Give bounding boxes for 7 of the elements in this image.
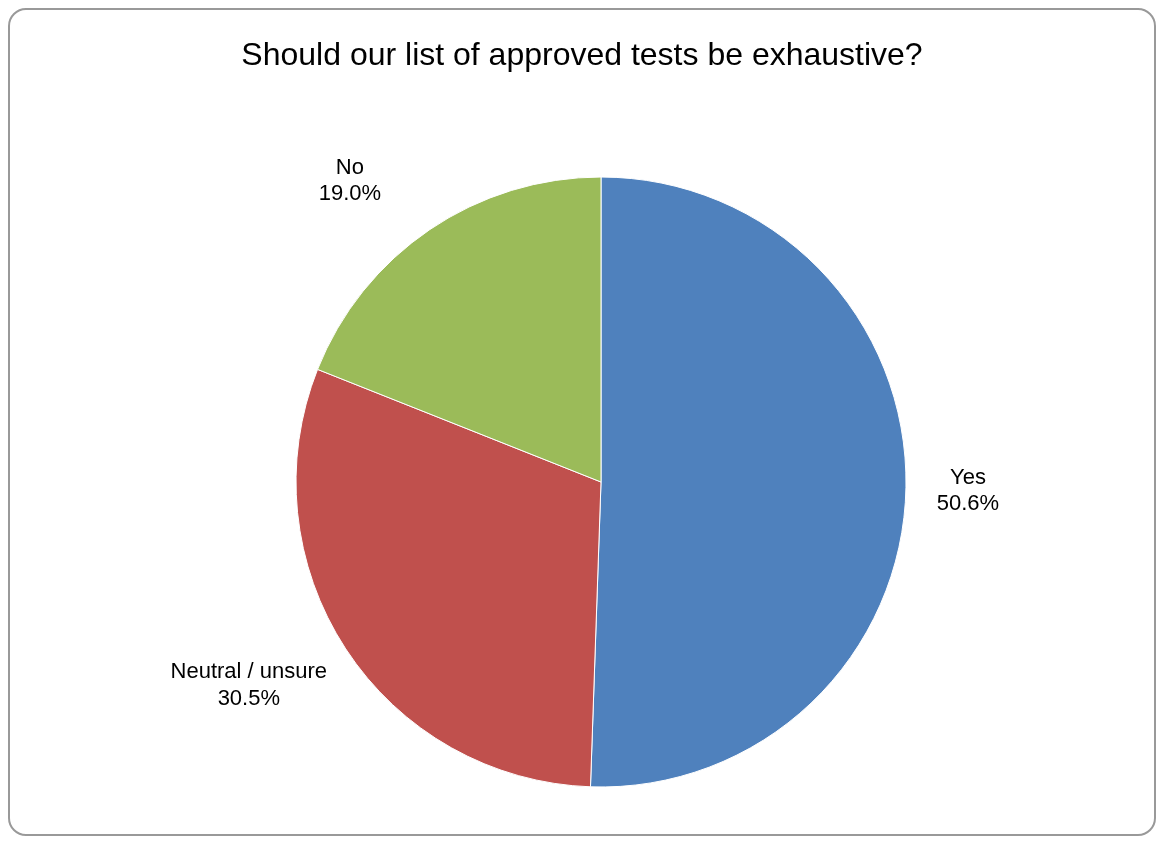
- data-label: 30.5%: [217, 684, 281, 710]
- slice-label: Yes: [950, 463, 986, 489]
- data-label: 50.6%: [936, 490, 1000, 516]
- slice-label: No: [335, 153, 364, 179]
- slice-label: Neutral / unsure: [170, 658, 328, 684]
- chart-title: Should our list of approved tests be exhaustive?: [240, 35, 924, 74]
- data-label: 19.0%: [318, 180, 382, 206]
